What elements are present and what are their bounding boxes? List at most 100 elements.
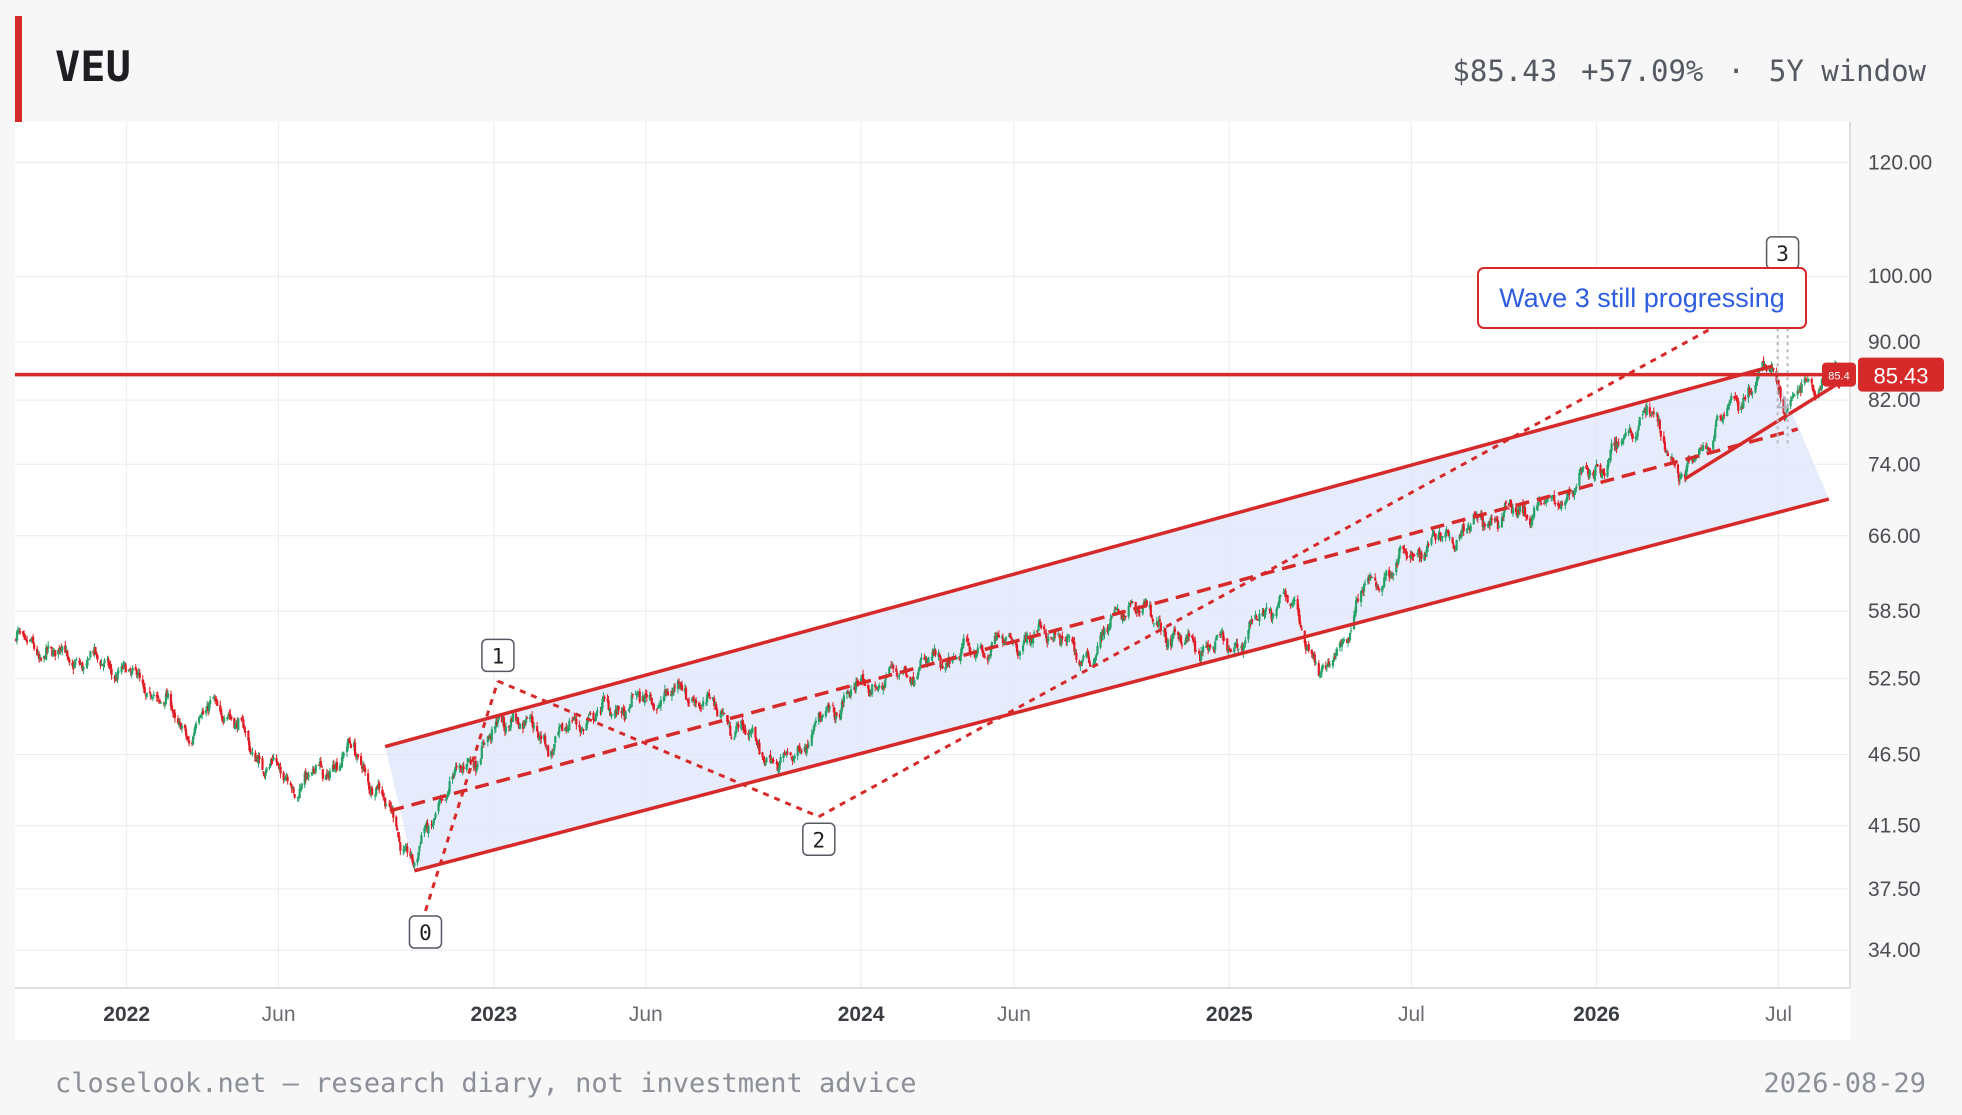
candle-body	[1359, 591, 1363, 602]
candle-body	[120, 666, 123, 673]
annotation-text: Wave 3 still progressing	[1499, 283, 1785, 313]
candle-body	[451, 775, 454, 780]
candle-body	[1299, 625, 1302, 627]
candle-body	[918, 667, 921, 672]
candle-body	[1094, 657, 1097, 660]
candle-body	[1248, 621, 1251, 630]
candle-body	[782, 752, 785, 759]
candle-body	[317, 765, 320, 767]
x-tick-label: 2022	[103, 1003, 150, 1026]
candle-body	[927, 657, 930, 663]
candle-body	[805, 745, 808, 754]
y-tick-label: 41.50	[1868, 815, 1921, 838]
candle-body	[1396, 563, 1399, 566]
candle-body	[644, 692, 647, 695]
candle-body	[1697, 449, 1701, 455]
candle-body	[1397, 558, 1400, 565]
candle-body	[1439, 532, 1442, 540]
candle-body	[1328, 664, 1331, 666]
candle-body	[1166, 639, 1170, 649]
candle-body	[765, 757, 768, 763]
candle-body	[980, 646, 983, 651]
candle-body	[52, 651, 55, 656]
candle-body	[290, 784, 293, 789]
candle-body	[221, 716, 224, 721]
candle-body	[1395, 562, 1398, 573]
candle-body	[289, 782, 292, 786]
x-tick-label: 2026	[1573, 1003, 1620, 1026]
candle-body	[898, 674, 901, 676]
candle-body	[1114, 608, 1117, 610]
candle-body	[1699, 449, 1702, 451]
candle-body	[1354, 600, 1358, 613]
candle-body	[368, 782, 371, 790]
candle-body	[57, 649, 60, 655]
wave-label-text: 1	[492, 644, 505, 668]
candle-body	[1332, 657, 1336, 662]
candle-body	[1754, 385, 1757, 393]
candle-body	[1101, 629, 1104, 641]
candle-body	[1554, 502, 1557, 505]
candle-body	[1652, 411, 1655, 414]
candle-body	[694, 700, 698, 704]
candle-body	[1649, 415, 1652, 417]
candle-body	[755, 738, 758, 742]
candle-body	[1425, 549, 1428, 557]
candle-body	[1172, 630, 1176, 634]
candle-body	[265, 767, 268, 773]
candle-body	[962, 638, 965, 646]
candle-body	[406, 846, 409, 853]
candle-body	[437, 803, 440, 812]
candle-body	[371, 788, 374, 795]
candle-body	[1807, 379, 1810, 381]
candle-body	[1258, 613, 1261, 622]
candle-body	[36, 648, 39, 655]
candle-body	[884, 679, 887, 688]
candle-body	[1678, 477, 1682, 480]
price-chart[interactable]: 120.00 100.00 90.00 82.00 74.00 66.00 58.50 52.…	[0, 122, 1962, 1042]
candle-body	[877, 688, 880, 691]
candle-body	[482, 742, 485, 744]
candle-body	[709, 697, 712, 699]
candle-body	[1578, 472, 1581, 486]
candle-body	[1533, 507, 1536, 517]
candle-body	[1451, 537, 1454, 544]
candle-body	[871, 684, 874, 695]
candle-body	[1242, 646, 1245, 654]
candle-body	[715, 704, 718, 710]
candle-body	[684, 688, 688, 700]
candle-body	[328, 771, 331, 778]
candle-body	[1116, 608, 1119, 610]
y-axis: 120.00 100.00 90.00 82.00 74.00 66.00 58.50 52.…	[1849, 122, 1932, 988]
candle-body	[461, 767, 464, 771]
candle-body	[594, 717, 597, 720]
candle-body	[1543, 502, 1546, 504]
candle-body	[1392, 573, 1395, 576]
candle-body	[374, 795, 377, 797]
candle-body	[1671, 458, 1675, 464]
candle-body	[796, 746, 799, 757]
candle-body	[610, 714, 613, 717]
candle-body	[86, 660, 89, 667]
candle-body	[1734, 396, 1737, 398]
candle-body	[1440, 536, 1443, 539]
candle-body	[1173, 628, 1177, 632]
channel-mid-line	[389, 427, 1799, 813]
candle-body	[565, 726, 568, 730]
candle-body	[312, 768, 315, 772]
candle-body	[1001, 637, 1005, 644]
candle-body	[1728, 402, 1731, 407]
candle-body	[1663, 441, 1666, 450]
candle-body	[1275, 608, 1278, 617]
candle-body	[1060, 637, 1063, 646]
candle-body	[50, 646, 53, 649]
candle-body	[1282, 592, 1285, 594]
candle-body	[244, 730, 247, 732]
candle-body	[1045, 632, 1048, 638]
candle-body	[143, 687, 146, 694]
candle-body	[156, 695, 159, 699]
candle-body	[772, 760, 775, 762]
x-tick-label: 2023	[471, 1003, 518, 1026]
candle-body	[257, 756, 260, 764]
candle-body	[1277, 602, 1280, 606]
